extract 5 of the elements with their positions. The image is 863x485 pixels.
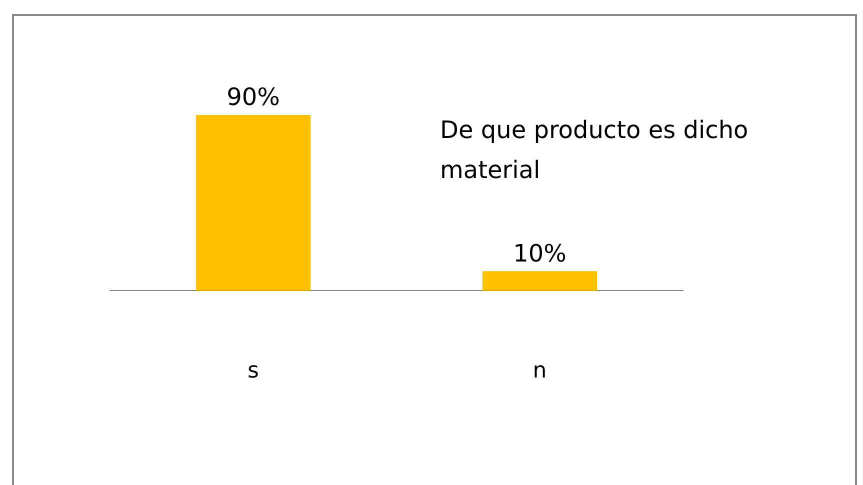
x-tick-label: n <box>532 358 547 384</box>
data-label: 90% <box>226 83 280 112</box>
x-tick-label: s <box>248 358 259 384</box>
text: De que producto es dicho material <box>440 116 748 184</box>
data-label: 10% <box>513 239 566 268</box>
